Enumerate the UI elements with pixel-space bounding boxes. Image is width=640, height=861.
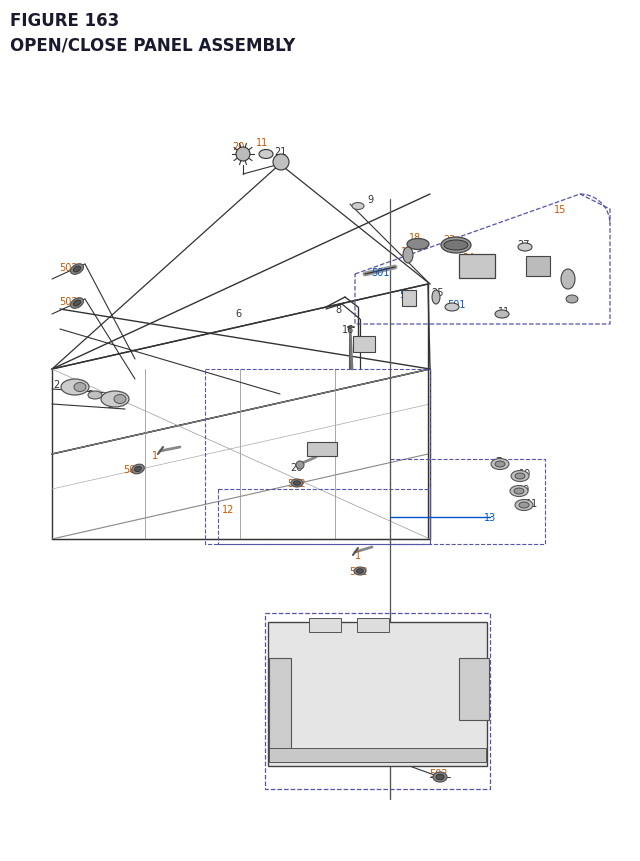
Circle shape [273, 155, 289, 170]
Ellipse shape [74, 300, 81, 307]
Text: 1: 1 [355, 550, 361, 561]
Text: 16: 16 [342, 325, 354, 335]
Ellipse shape [61, 380, 89, 395]
Ellipse shape [444, 241, 468, 251]
Ellipse shape [515, 474, 525, 480]
Text: 4: 4 [310, 443, 316, 453]
Text: 20: 20 [232, 142, 244, 152]
Ellipse shape [495, 311, 509, 319]
Ellipse shape [259, 151, 273, 159]
Ellipse shape [74, 383, 86, 392]
Ellipse shape [114, 395, 126, 404]
Text: 3: 3 [87, 389, 93, 400]
Text: 12: 12 [222, 505, 234, 514]
Ellipse shape [70, 299, 83, 309]
Ellipse shape [354, 567, 366, 575]
Text: 19: 19 [518, 485, 530, 494]
Text: 2: 2 [107, 400, 113, 410]
Ellipse shape [441, 238, 471, 254]
Text: 11: 11 [526, 499, 538, 508]
Text: 503: 503 [399, 289, 417, 300]
Ellipse shape [134, 467, 141, 472]
FancyBboxPatch shape [268, 623, 487, 766]
FancyBboxPatch shape [402, 291, 416, 307]
Text: 501: 501 [371, 268, 389, 278]
Ellipse shape [432, 291, 440, 305]
Text: 1: 1 [152, 450, 158, 461]
Text: 11: 11 [498, 307, 510, 317]
Text: 27: 27 [518, 239, 531, 250]
Text: 24: 24 [462, 253, 474, 263]
Text: 10: 10 [519, 468, 531, 479]
Circle shape [236, 148, 250, 162]
Text: 502: 502 [349, 567, 367, 576]
FancyBboxPatch shape [459, 255, 495, 279]
Ellipse shape [511, 471, 529, 482]
Ellipse shape [519, 503, 529, 508]
Text: 8: 8 [335, 305, 341, 314]
Ellipse shape [352, 203, 364, 210]
Text: 18: 18 [409, 232, 421, 243]
Text: 9: 9 [367, 195, 373, 205]
Text: 15: 15 [554, 205, 566, 214]
Ellipse shape [515, 500, 533, 511]
Ellipse shape [132, 465, 144, 474]
Text: 502: 502 [124, 464, 142, 474]
Ellipse shape [436, 774, 444, 780]
Ellipse shape [491, 459, 509, 470]
Ellipse shape [433, 772, 447, 782]
Ellipse shape [445, 304, 459, 312]
Text: 5: 5 [362, 337, 368, 347]
Text: 502: 502 [429, 768, 447, 778]
Text: 23: 23 [530, 257, 542, 267]
Ellipse shape [88, 392, 102, 400]
FancyBboxPatch shape [459, 659, 489, 720]
FancyBboxPatch shape [526, 257, 550, 276]
Ellipse shape [74, 267, 81, 273]
Text: 22: 22 [444, 235, 456, 245]
FancyBboxPatch shape [353, 337, 375, 353]
FancyBboxPatch shape [269, 659, 291, 750]
Text: 9: 9 [567, 270, 573, 281]
Circle shape [296, 461, 304, 469]
FancyBboxPatch shape [309, 618, 341, 632]
Text: 502: 502 [59, 297, 77, 307]
Ellipse shape [518, 244, 532, 251]
Ellipse shape [495, 461, 505, 468]
Ellipse shape [510, 486, 528, 497]
FancyBboxPatch shape [269, 748, 486, 762]
Ellipse shape [356, 569, 364, 573]
Ellipse shape [403, 248, 413, 263]
Text: OPEN/CLOSE PANEL ASSEMBLY: OPEN/CLOSE PANEL ASSEMBLY [10, 36, 295, 54]
Text: 502: 502 [287, 479, 305, 488]
Text: 13: 13 [484, 512, 496, 523]
Text: 17: 17 [401, 247, 413, 257]
Text: 26: 26 [290, 462, 302, 473]
Text: FIGURE 163: FIGURE 163 [10, 12, 119, 30]
Text: 501: 501 [447, 300, 465, 310]
Text: 6: 6 [235, 308, 241, 319]
FancyBboxPatch shape [307, 443, 337, 456]
Text: 25: 25 [432, 288, 444, 298]
Text: 7: 7 [495, 456, 501, 467]
Text: 2: 2 [53, 380, 59, 389]
FancyBboxPatch shape [357, 618, 389, 632]
Ellipse shape [566, 295, 578, 304]
Ellipse shape [294, 481, 301, 486]
Text: 14: 14 [274, 754, 286, 764]
Text: 502: 502 [59, 263, 77, 273]
Ellipse shape [407, 239, 429, 251]
Text: 21: 21 [274, 147, 286, 157]
Text: 11: 11 [256, 138, 268, 148]
Ellipse shape [291, 480, 303, 487]
Ellipse shape [70, 264, 83, 275]
Ellipse shape [514, 488, 524, 494]
Ellipse shape [101, 392, 129, 407]
Ellipse shape [561, 269, 575, 289]
